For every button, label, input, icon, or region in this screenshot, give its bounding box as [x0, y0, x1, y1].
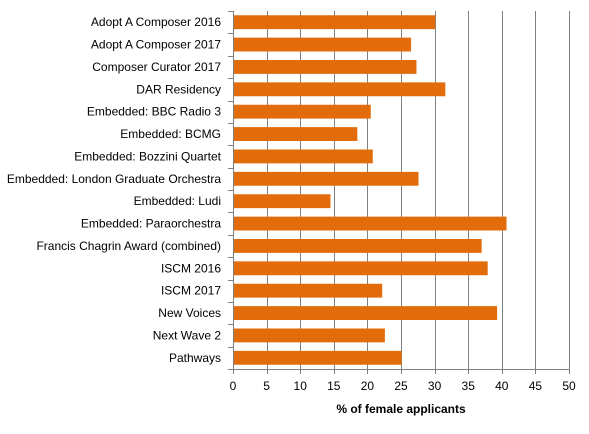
- bar: [234, 283, 383, 298]
- bar: [234, 37, 412, 52]
- x-tick-label: 5: [263, 379, 270, 393]
- category-label: Adopt A Composer 2017: [91, 38, 221, 52]
- axes: [228, 11, 570, 374]
- x-axis-title: % of female applicants: [336, 402, 466, 416]
- bar: [234, 149, 373, 164]
- category-label: New Voices: [158, 306, 221, 320]
- category-labels: Adopt A Composer 2016 Adopt A Composer 20…: [7, 15, 222, 365]
- x-tick-label: 45: [529, 379, 543, 393]
- bar: [234, 216, 507, 231]
- category-label: Embedded: Bozzini Quartet: [74, 149, 221, 163]
- bar: [234, 82, 446, 97]
- x-tick-label: 35: [462, 379, 476, 393]
- category-label: DAR Residency: [136, 82, 221, 96]
- category-label: Adopt A Composer 2016: [91, 15, 221, 29]
- bar: [234, 127, 358, 141]
- category-label: Embedded: BBC Radio 3: [87, 105, 221, 119]
- category-label: Pathways: [169, 351, 221, 365]
- category-label: ISCM 2017: [161, 284, 221, 298]
- bar: [234, 104, 371, 119]
- bar: [234, 306, 498, 320]
- bar: [234, 261, 488, 276]
- x-tick-label: 50: [562, 379, 576, 393]
- x-tick-label: 25: [394, 379, 408, 393]
- bar: [234, 194, 331, 209]
- category-label: ISCM 2016: [161, 261, 221, 275]
- bar: [234, 171, 419, 186]
- x-tick-label: 0: [230, 379, 237, 393]
- bar: [234, 328, 385, 343]
- category-label: Embedded: Ludi: [134, 194, 221, 208]
- bars: [234, 15, 507, 365]
- x-tick-labels: 0 5 10 15 20 25 30 35 40 45 50: [230, 379, 576, 393]
- category-label: Embedded: London Graduate Orchestra: [7, 172, 221, 186]
- category-label: Composer Curator 2017: [92, 60, 221, 74]
- bar: [234, 350, 402, 365]
- bar: [234, 60, 417, 74]
- bar: [234, 15, 436, 30]
- x-tick-label: 40: [495, 379, 509, 393]
- x-tick-label: 10: [294, 379, 308, 393]
- x-tick-label: 30: [428, 379, 442, 393]
- x-tick-label: 15: [327, 379, 341, 393]
- category-label: Next Wave 2: [153, 328, 222, 342]
- category-label: Francis Chagrin Award (combined): [36, 239, 221, 253]
- category-label: Embedded: BCMG: [120, 127, 221, 141]
- x-tick-label: 20: [361, 379, 375, 393]
- bar: [234, 239, 482, 253]
- category-label: Embedded: Paraorchestra: [81, 217, 221, 231]
